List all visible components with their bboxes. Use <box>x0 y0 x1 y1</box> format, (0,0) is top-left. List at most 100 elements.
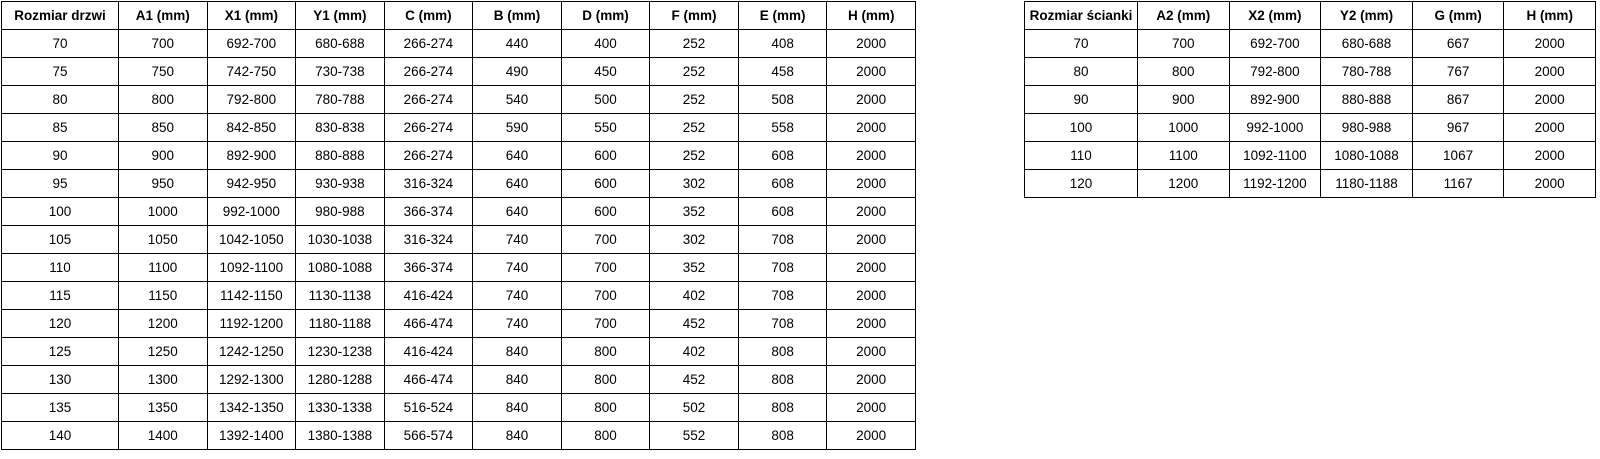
table-cell: 800 <box>560 365 651 394</box>
table-cell: 1200 <box>118 309 208 338</box>
table-cell: 600 <box>560 141 651 170</box>
column-header: Rozmiar drzwi <box>1 1 119 30</box>
table-cell: 1380-1388 <box>295 421 385 450</box>
table-cell: 490 <box>472 57 562 86</box>
table-cell: 100 <box>1024 113 1138 142</box>
table-row: 130 1300 1292-1300 1280-1288 466-474 840 800 45… <box>1 365 916 394</box>
table-cell: 452 <box>649 309 739 338</box>
table-cell: 680-688 <box>1320 29 1413 58</box>
table-cell: 842-850 <box>206 113 297 142</box>
table-cell: 2000 <box>1503 85 1596 114</box>
table-cell: 266-274 <box>383 141 474 170</box>
table-cell: 1180-1188 <box>1320 169 1413 198</box>
table-cell: 1392-1400 <box>206 421 297 450</box>
table-cell: 316-324 <box>383 169 474 198</box>
table-cell: 608 <box>737 197 828 226</box>
table-cell: 767 <box>1411 57 1505 86</box>
table-cell: 640 <box>472 169 562 198</box>
table-cell: 900 <box>1137 85 1230 114</box>
table-cell: 992-1000 <box>206 197 297 226</box>
table-cell: 1150 <box>118 281 208 310</box>
table-cell: 808 <box>737 337 828 366</box>
table-cell: 502 <box>649 393 739 422</box>
table-cell: 600 <box>560 197 651 226</box>
column-header: X1 (mm) <box>206 1 297 30</box>
table-cell: 1100 <box>1137 141 1230 170</box>
table-cell: 800 <box>118 85 208 114</box>
table-cell: 352 <box>649 197 739 226</box>
table-cell: 2000 <box>826 365 916 394</box>
table-cell: 1330-1338 <box>295 393 385 422</box>
table-cell: 792-800 <box>206 85 297 114</box>
table-cell: 1192-1200 <box>1228 169 1322 198</box>
table-row: 105 1050 1042-1050 1030-1038 316-324 740 700 30… <box>1 225 916 254</box>
column-header: C (mm) <box>383 1 474 30</box>
table-row: 135 1350 1342-1350 1330-1338 516-524 840 800 50… <box>1 393 916 422</box>
table-cell: 95 <box>1 169 119 198</box>
table-cell: 558 <box>737 113 828 142</box>
table-cell: 740 <box>472 281 562 310</box>
table-cell: 2000 <box>826 197 916 226</box>
table-cell: 590 <box>472 113 562 142</box>
table-cell: 408 <box>737 29 828 58</box>
table-cell: 2000 <box>826 141 916 170</box>
table-cell: 950 <box>118 169 208 198</box>
table-row: 120 1200 1192-1200 1180-1188 466-474 740 700 45… <box>1 309 916 338</box>
table-cell: 1200 <box>1137 169 1230 198</box>
table-row: 90 900 892-900 880-888 266-274 640 600 252 608 20… <box>1 141 916 170</box>
table-cell: 105 <box>1 225 119 254</box>
table-cell: 700 <box>118 29 208 58</box>
table-cell: 80 <box>1024 57 1138 86</box>
table-cell: 1230-1238 <box>295 337 385 366</box>
table-cell: 2000 <box>826 29 916 58</box>
table-row: 75 750 742-750 730-738 266-274 490 450 252 458 20… <box>1 57 916 86</box>
header-row: Rozmiar drzwi A1 (mm) X1 (mm) Y1 (mm) C (mm)… <box>1 1 916 30</box>
table-cell: 252 <box>649 141 739 170</box>
table-cell: 700 <box>1137 29 1230 58</box>
table-cell: 1042-1050 <box>206 225 297 254</box>
table-cell: 667 <box>1411 29 1505 58</box>
table-cell: 700 <box>560 309 651 338</box>
table-cell: 90 <box>1024 85 1138 114</box>
table-cell: 552 <box>649 421 739 450</box>
table-cell: 840 <box>472 337 562 366</box>
table-cell: 70 <box>1024 29 1138 58</box>
table-cell: 792-800 <box>1228 57 1322 86</box>
table-cell: 700 <box>560 281 651 310</box>
table-cell: 740 <box>472 225 562 254</box>
table-cell: 316-324 <box>383 225 474 254</box>
column-header: Rozmiar ścianki <box>1024 1 1138 30</box>
table-row: 140 1400 1392-1400 1380-1388 566-574 840 800 55… <box>1 421 916 450</box>
table-cell: 892-900 <box>206 141 297 170</box>
table-cell: 640 <box>472 197 562 226</box>
table-cell: 500 <box>560 85 651 114</box>
table-cell: 1342-1350 <box>206 393 297 422</box>
table-cell: 2000 <box>1503 113 1596 142</box>
table-cell: 2000 <box>826 225 916 254</box>
column-header: B (mm) <box>472 1 562 30</box>
table-cell: 1292-1300 <box>206 365 297 394</box>
table-cell: 1080-1088 <box>1320 141 1413 170</box>
table-cell: 750 <box>118 57 208 86</box>
table-cell: 266-274 <box>383 29 474 58</box>
table-cell: 892-900 <box>1228 85 1322 114</box>
table-cell: 252 <box>649 113 739 142</box>
table-cell: 930-938 <box>295 169 385 198</box>
table-cell: 540 <box>472 85 562 114</box>
column-header: Y1 (mm) <box>295 1 385 30</box>
table-cell: 850 <box>118 113 208 142</box>
column-header: A1 (mm) <box>118 1 208 30</box>
column-header: D (mm) <box>560 1 651 30</box>
table-cell: 1192-1200 <box>206 309 297 338</box>
table-row: 110 1100 1092-1100 1080-1088 366-374 740 700 35… <box>1 253 916 282</box>
table-row: 95 950 942-950 930-938 316-324 640 600 302 608 20… <box>1 169 916 198</box>
column-header: F (mm) <box>649 1 739 30</box>
table-cell: 2000 <box>826 337 916 366</box>
table-cell: 466-474 <box>383 309 474 338</box>
table-cell: 120 <box>1 309 119 338</box>
door-size-table: Rozmiar drzwi A1 (mm) X1 (mm) Y1 (mm) C (mm)… <box>1 1 916 450</box>
table-cell: 1000 <box>1137 113 1230 142</box>
table-cell: 252 <box>649 57 739 86</box>
table-cell: 266-274 <box>383 57 474 86</box>
table-row: 80 800 792-800 780-788 266-274 540 500 252 508 20… <box>1 85 916 114</box>
